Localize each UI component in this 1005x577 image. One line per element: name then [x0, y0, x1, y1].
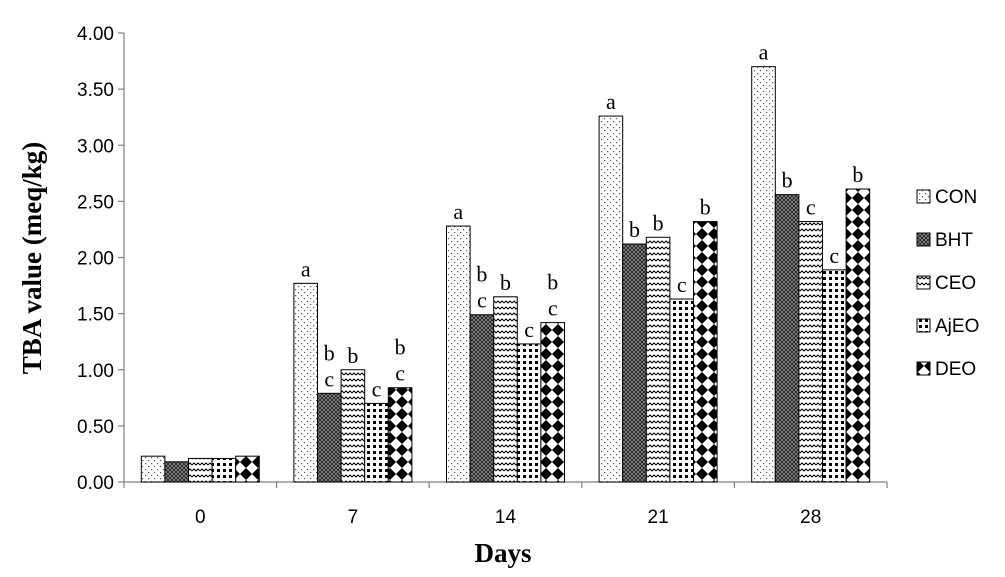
bar-ceo-day-21: [645, 236, 671, 483]
legend-label-ajeo: AjEO: [935, 316, 979, 337]
bar-con-day-14: [446, 225, 471, 483]
y-tick-label: 3.00: [77, 136, 114, 157]
bar-deo-day-0: [235, 455, 260, 483]
x-axis-ticks: 0 7 14 21 28: [123, 482, 888, 528]
bar-bht-day-7: [317, 392, 342, 483]
bar-deo-day-7: [387, 387, 413, 483]
significance-letter: c: [372, 376, 382, 401]
significance-letter: c: [548, 296, 558, 321]
x-tick-label: 28: [800, 507, 821, 528]
significance-letter: b: [782, 168, 793, 193]
y-axis-title: TBA value (meq/kg): [17, 142, 47, 375]
significance-letter: b: [500, 270, 511, 295]
y-tick-label: 0.00: [77, 473, 114, 494]
y-axis-ticks: 0.00 0.50 1.00 1.50 2.00 2.50 3.00 3.50 4.00: [77, 24, 124, 494]
bar-ajeo-day-21: [669, 298, 695, 483]
bar-con-day-0: [140, 455, 166, 483]
legend-label-con: CON: [935, 187, 977, 208]
bar-bht-day-28: [774, 194, 800, 483]
x-tick-label: 14: [495, 507, 517, 528]
y-tick-label: 1.50: [77, 305, 114, 326]
legend-swatch-bht: [916, 232, 931, 247]
bar-ajeo-day-28: [822, 269, 847, 483]
bar-ceo-day-14: [493, 296, 518, 483]
legend: CON BHT CEO AjEO DEO: [916, 187, 979, 380]
bar-ceo-day-0: [188, 457, 213, 483]
legend-swatch-deo: [916, 361, 931, 376]
legend-label-bht: BHT: [935, 230, 973, 251]
legend-swatch-ceo: [916, 275, 931, 290]
x-axis-title: Days: [474, 538, 531, 568]
bar-deo-day-21: [693, 221, 718, 483]
significance-letter: c: [829, 243, 839, 268]
significance-letter: b: [476, 262, 487, 287]
significance-letter: b: [852, 162, 863, 187]
significance-letter: b: [547, 270, 558, 295]
x-tick-label: 21: [648, 507, 669, 528]
significance-letter: c: [324, 366, 334, 391]
significance-letter: b: [395, 335, 406, 360]
bar-ceo-day-7: [340, 369, 366, 483]
y-tick-label: 2.00: [77, 249, 114, 270]
bar-ajeo-day-14: [516, 343, 542, 483]
bar-con-day-21: [598, 115, 624, 483]
legend-swatch-ajeo: [916, 318, 931, 333]
bar-con-day-28: [751, 66, 776, 483]
bar-deo-day-28: [845, 188, 871, 483]
legend-swatch-con: [916, 189, 931, 204]
significance-letter: c: [677, 272, 687, 297]
bar-ceo-day-28: [798, 221, 824, 483]
significance-letter: a: [453, 199, 463, 224]
significance-letter: c: [477, 288, 487, 313]
significance-letter: a: [606, 89, 616, 114]
significance-letter: b: [324, 340, 335, 365]
significance-letter: b: [629, 217, 640, 242]
bar-ajeo-day-7: [364, 402, 389, 483]
y-tick-label: 0.50: [77, 417, 114, 438]
y-tick-label: 1.00: [77, 361, 114, 382]
significance-letter: a: [301, 256, 311, 281]
x-tick-label: 7: [348, 507, 359, 528]
y-tick-label: 3.50: [77, 80, 114, 101]
bar-ajeo-day-0: [211, 457, 237, 483]
bar-bht-day-14: [469, 314, 495, 483]
y-tick-label: 4.00: [77, 24, 114, 45]
significance-letter: b: [700, 195, 711, 220]
legend-label-deo: DEO: [935, 359, 976, 380]
significance-letter: c: [524, 317, 534, 342]
significance-letter: a: [759, 40, 769, 65]
y-tick-label: 2.50: [77, 192, 114, 213]
bars-layer: [140, 66, 871, 483]
x-tick-label: 0: [195, 507, 206, 528]
bar-bht-day-21: [622, 243, 647, 483]
significance-letter: c: [395, 361, 405, 386]
significance-letter: b: [347, 343, 358, 368]
bar-con-day-7: [293, 282, 318, 483]
legend-label-ceo: CEO: [935, 273, 976, 294]
bar-deo-day-14: [540, 322, 566, 483]
significance-letter: c: [806, 195, 816, 220]
significance-letter: b: [653, 210, 664, 235]
bar-bht-day-0: [164, 461, 189, 483]
